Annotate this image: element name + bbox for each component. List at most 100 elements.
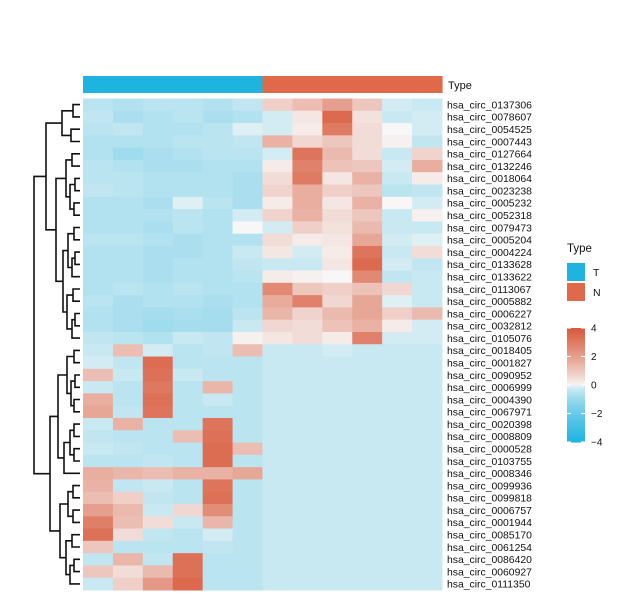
heatmap-cell <box>262 270 293 284</box>
dendrogram-branch <box>57 374 67 459</box>
color-scale-segment <box>567 331 585 335</box>
annotation-cell-T <box>202 76 234 93</box>
type-legend-title: Type <box>567 243 592 255</box>
heatmap-cell <box>202 344 234 358</box>
heatmap-cell <box>112 184 144 198</box>
heatmap-cell <box>382 381 413 394</box>
annotation-cell-T <box>172 76 204 93</box>
heatmap-cell <box>412 307 443 321</box>
heatmap-cell <box>412 454 443 468</box>
heatmap-cell <box>142 516 174 530</box>
heatmap-cell <box>232 528 263 542</box>
heatmap-cell <box>352 430 383 444</box>
heatmap-cell <box>352 467 383 480</box>
heatmap-cell <box>142 491 174 505</box>
heatmap-cell <box>262 405 293 419</box>
heatmap-cell <box>262 135 293 149</box>
heatmap-cell <box>292 503 323 517</box>
heatmap-cell <box>83 577 114 591</box>
color-scale-segment <box>567 415 585 418</box>
color-scale-segment <box>567 343 585 346</box>
row-label: hsa_circ_0006757 <box>447 506 532 517</box>
heatmap-cell <box>412 467 443 480</box>
dendrogram-branch <box>74 374 80 389</box>
heatmap-cell <box>412 184 443 198</box>
heatmap-cell <box>232 393 263 407</box>
color-scale-segment <box>567 345 585 348</box>
heatmap-cell <box>412 405 443 419</box>
heatmap-cell <box>412 233 443 247</box>
color-scale-segment <box>567 398 585 401</box>
heatmap-cell <box>352 295 383 308</box>
color-scale-segment <box>567 347 585 350</box>
row-label: hsa_circ_0020398 <box>447 420 532 431</box>
color-scale-tick-label: 2 <box>591 352 597 363</box>
heatmap-cell <box>292 196 323 210</box>
heatmap-cell <box>232 503 263 517</box>
heatmap-cell <box>232 159 263 173</box>
heatmap-cell <box>382 258 413 272</box>
heatmap-cell <box>112 405 144 419</box>
heatmap-cell <box>322 540 353 554</box>
heatmap-cell <box>112 442 144 456</box>
heatmap-cell <box>142 331 174 345</box>
heatmap-cell <box>352 331 383 345</box>
color-scale-segment <box>567 383 585 386</box>
heatmap-cell <box>352 503 383 517</box>
heatmap-cell <box>292 368 323 382</box>
heatmap-cell <box>262 516 293 530</box>
heatmap-cell <box>322 491 353 505</box>
dendrogram-branch <box>73 558 80 573</box>
heatmap-cell <box>202 184 234 198</box>
heatmap-cell <box>262 540 293 554</box>
heatmap-cell <box>83 147 114 161</box>
color-scale-segment <box>567 369 585 373</box>
color-scale-segment <box>567 396 585 399</box>
heatmap-cell <box>322 319 353 333</box>
dendrogram-branch <box>67 232 74 269</box>
heatmap-cell <box>112 110 144 124</box>
color-scale-segment <box>567 379 585 382</box>
heatmap-cell <box>232 295 263 308</box>
dendrogram-branch <box>73 349 80 364</box>
heatmap-cell <box>83 356 114 370</box>
color-scale-segment <box>567 394 585 397</box>
heatmap-cell <box>83 209 114 222</box>
dendrogram-branch <box>63 441 80 475</box>
heatmap-cell <box>202 393 234 407</box>
heatmap-cell <box>83 344 114 358</box>
heatmap-cell <box>322 258 353 272</box>
row-label: hsa_circ_0004224 <box>447 248 532 259</box>
color-scale-tick-label: 0 <box>591 381 597 392</box>
row-label: hsa_circ_0023238 <box>447 186 532 197</box>
heatmap-cell <box>352 307 383 321</box>
heatmap-cell <box>382 233 413 247</box>
heatmap-cell <box>292 528 323 542</box>
heatmap-cell <box>382 454 413 468</box>
row-label: hsa_circ_0133628 <box>447 260 532 271</box>
heatmap-cell <box>83 307 114 321</box>
heatmap-cell <box>382 307 413 321</box>
row-label: hsa_circ_0078607 <box>447 113 532 124</box>
heatmap-cell <box>172 184 204 198</box>
heatmap-cell <box>352 110 383 124</box>
heatmap-cell <box>112 270 144 284</box>
row-label: hsa_circ_0060927 <box>447 567 532 578</box>
color-scale-tick-label: −4 <box>591 438 603 449</box>
heatmap-cell <box>322 331 353 345</box>
heatmap-cell <box>83 159 114 173</box>
heatmap-cell <box>202 123 234 136</box>
heatmap-cell <box>202 516 234 530</box>
type-legend-swatch-N <box>567 283 585 301</box>
heatmap-cell <box>382 172 413 186</box>
heatmap-cell <box>83 172 114 186</box>
heatmap-cell <box>262 565 293 579</box>
heatmap-cell <box>352 319 383 333</box>
heatmap-cell <box>202 553 234 566</box>
heatmap-cell <box>112 196 144 210</box>
heatmap-cell <box>232 282 263 296</box>
heatmap-cell <box>172 233 204 247</box>
heatmap-cell <box>112 135 144 149</box>
heatmap-cell <box>262 221 293 235</box>
